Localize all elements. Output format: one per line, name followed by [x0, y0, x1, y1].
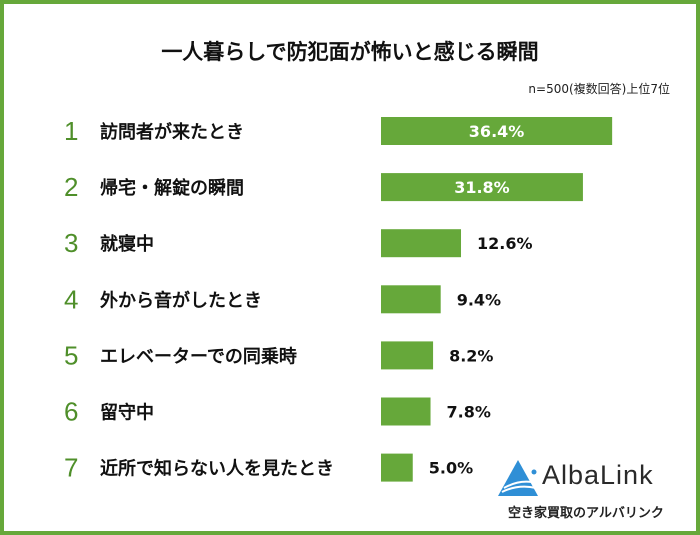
- bar: [381, 285, 441, 314]
- data-label: 12.6%: [477, 234, 533, 253]
- category-label: エレベーターでの同乗時: [100, 346, 297, 367]
- bar: [381, 117, 613, 145]
- rank-label: 4: [64, 284, 78, 314]
- category-label: 外から音がしたとき: [100, 289, 262, 311]
- logo-name: AlbaLink: [542, 460, 654, 490]
- rank-label: 2: [64, 172, 78, 202]
- category-label: 留守中: [100, 402, 154, 424]
- category-label: 就寝中: [100, 233, 154, 255]
- data-label: 8.2%: [449, 346, 493, 365]
- bar: [381, 397, 431, 426]
- bar: [381, 341, 434, 370]
- rank-label: 7: [64, 453, 78, 483]
- logo-triangle-icon: [498, 460, 538, 496]
- data-label: 7.8%: [447, 403, 491, 422]
- bar: [381, 229, 462, 258]
- category-label: 訪問者が来たとき: [100, 121, 244, 143]
- data-label: 36.4%: [469, 122, 525, 141]
- rank-label: 3: [64, 228, 78, 258]
- data-label: 31.8%: [454, 178, 510, 197]
- albalink-logo: AlbaLink 空き家買取のアルバリンク: [496, 458, 691, 528]
- bar: [381, 173, 583, 202]
- chart-title: 一人暮らしで防犯面が怖いと感じる瞬間: [161, 40, 539, 64]
- logo-tagline: 空き家買取のアルバリンク: [508, 506, 664, 521]
- data-label: 5.0%: [429, 459, 473, 478]
- rank-label: 6: [64, 397, 78, 427]
- category-label: 帰宅・解錠の瞬間: [100, 177, 244, 199]
- data-label: 9.4%: [457, 290, 501, 309]
- chart-subtitle: n=500(複数回答)上位7位: [528, 82, 670, 96]
- bar: [381, 453, 413, 482]
- rank-label: 5: [64, 340, 78, 370]
- category-label: 近所で知らない人を見たとき: [100, 458, 334, 480]
- rank-label: 1: [64, 116, 78, 146]
